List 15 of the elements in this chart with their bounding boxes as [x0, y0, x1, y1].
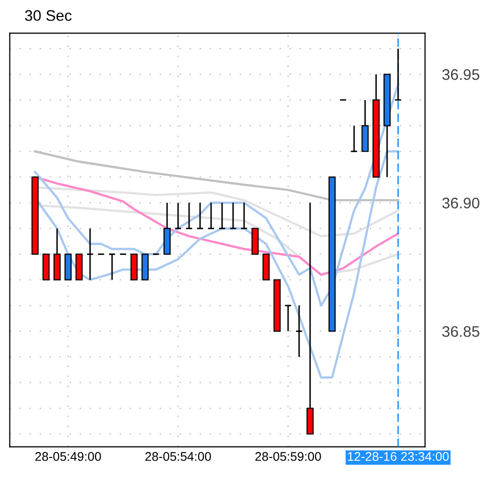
y-tick-label: 36.90 — [442, 198, 480, 208]
x-tick-label: 28-05:49:00 — [35, 452, 101, 461]
candlestick — [295, 304, 303, 358]
candlestick — [350, 124, 358, 152]
chart-title: 30 Sec — [24, 10, 72, 21]
x-tick-label: 28-05:59:00 — [255, 452, 321, 461]
x-tick-label: 12-28-16 23:34:00 — [348, 452, 449, 461]
line-series — [34, 176, 400, 276]
candlestick — [86, 228, 94, 281]
x-tick-label: 28-05:54:00 — [145, 452, 211, 461]
candlestick — [108, 253, 116, 281]
line-series — [34, 83, 400, 307]
y-tick-label: 36.85 — [442, 326, 480, 337]
y-tick-label: 36.95 — [442, 69, 480, 80]
line-series — [34, 150, 400, 202]
